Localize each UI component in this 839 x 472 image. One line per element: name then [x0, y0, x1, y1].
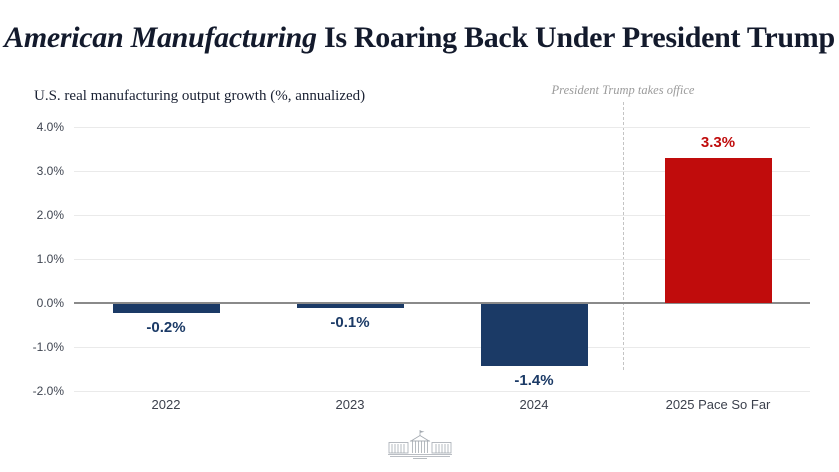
- bar-2023: [296, 304, 404, 309]
- annotation-label: President Trump takes office: [551, 83, 695, 97]
- y-tick-label: 1.0%: [36, 252, 64, 266]
- y-tick-label: -1.0%: [32, 340, 64, 354]
- y-tick-label: 0.0%: [36, 296, 64, 310]
- chart-title-italic: American Manufacturing: [4, 21, 317, 54]
- zero-axis-line: [74, 302, 810, 304]
- y-axis-units-label: U.S. real manufacturing output growth (%…: [34, 88, 366, 104]
- white-house-logo-icon: [388, 430, 452, 459]
- gridline: [74, 347, 810, 348]
- chart-title-rest: Is Roaring Back Under President Trump: [316, 21, 835, 54]
- gridline: [74, 171, 810, 172]
- bar-value-label: -0.2%: [146, 318, 186, 336]
- gridline: [74, 215, 810, 216]
- x-tick-label: 2024: [519, 397, 549, 412]
- y-tick-label: -2.0%: [32, 384, 64, 398]
- bar-value-label: -0.1%: [330, 314, 370, 332]
- bar-value-label: -1.4%: [514, 371, 554, 389]
- gridline: [74, 391, 810, 392]
- gridline: [74, 259, 810, 260]
- bar-value-label: 3.3%: [700, 133, 736, 151]
- y-tick-label: 3.0%: [36, 164, 64, 178]
- annotation-dashed-line: [623, 102, 624, 370]
- bar-2022: [112, 304, 220, 313]
- x-tick-label: 2023: [335, 397, 365, 412]
- y-tick-label: 4.0%: [36, 120, 64, 134]
- bar-2024: [480, 304, 588, 366]
- y-tick-label: 2.0%: [36, 208, 64, 222]
- chart-title: American Manufacturing Is Roaring Back U…: [0, 20, 839, 56]
- x-tick-label: 2022: [151, 397, 181, 412]
- gridline: [74, 127, 810, 128]
- x-tick-label: 2025 Pace So Far: [665, 397, 771, 412]
- bar-2025-pace-so-far: [664, 157, 772, 303]
